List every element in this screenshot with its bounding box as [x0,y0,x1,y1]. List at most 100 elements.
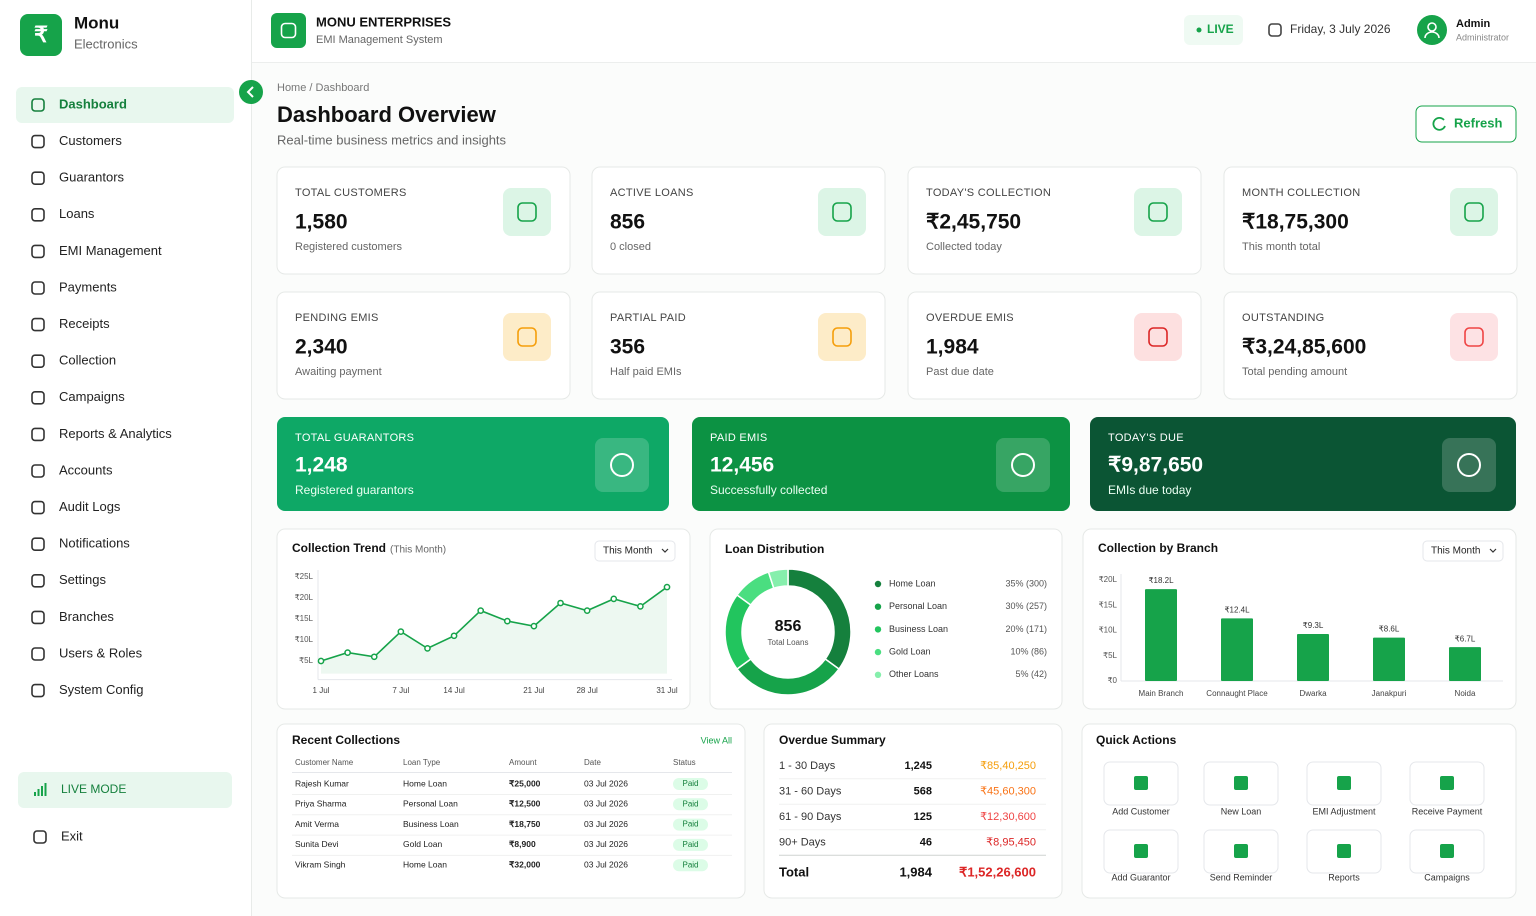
nav-item[interactable]: Guarantors [59,170,125,185]
breadcrumb: Home / Dashboard [277,82,369,94]
legend-dot [874,626,882,633]
status-pill [673,818,708,831]
exit-link[interactable]: Exit [61,828,83,843]
stat-icon-box [1450,313,1498,361]
status-label: Paid [682,799,698,808]
stat-value: 1,984 [926,336,979,359]
nav-icon [31,317,45,332]
nav-icon [31,464,45,478]
legend-value: 35% (300) [1005,578,1047,588]
view-all-link[interactable]: View All [701,735,732,745]
nav-item[interactable]: Audit Logs [59,499,121,514]
nav-item[interactable]: Receipts [59,316,110,331]
nav-icon [31,573,45,588]
table-header: Loan Type [403,758,441,767]
bar-value-label: ₹18.2L [1148,576,1174,585]
company-name: MONU ENTERPRISES [316,14,451,29]
live-mode-bar [44,783,47,796]
nav-item[interactable]: Payments [59,279,117,294]
stat-label: TODAY'S COLLECTION [926,187,1051,199]
y-tick-label: ₹15L [295,614,314,623]
stat-card [591,291,886,400]
legend-label: Gold Loan [889,646,931,656]
bar-value-label: ₹9.3L [1303,621,1324,630]
legend-label: Other Loans [889,669,939,679]
stat-icon [1464,202,1484,222]
nav-item[interactable]: Customers [59,133,122,148]
quick-action-label: Campaigns [1424,872,1470,882]
point [370,653,378,661]
highlight-icon-box [595,438,649,492]
nav-item[interactable]: Campaigns [59,389,125,404]
stat-value: 856 [610,211,645,234]
bar [1221,618,1253,681]
y-tick-label: ₹15L [1099,600,1118,609]
point [344,649,351,656]
nav-item[interactable]: Loans [59,206,95,221]
status-pill [673,798,708,811]
nav-item[interactable]: Reports & Analytics [59,426,172,441]
bar-value-label: ₹12.4L [1224,605,1250,614]
nav-item[interactable]: Accounts [59,462,113,477]
legend-dot [874,603,882,610]
quick-action-icon [1440,776,1454,790]
nav-item[interactable]: Users & Roles [59,645,143,660]
stat-note: Awaiting payment [295,366,382,378]
point [477,607,485,614]
panel-title: Overdue Summary [779,733,886,747]
nav-item[interactable]: Branches [59,609,114,624]
donut-center-value: 856 [775,618,802,635]
logo-symbol: ₹ [34,22,48,47]
status-label: Paid [682,840,698,849]
status-pill [673,778,708,790]
live-mode-label: LIVE MODE [61,782,126,796]
table-cell: 03 Jul 2026 [584,839,628,849]
legend-value: 10% (86) [1010,646,1047,656]
quick-action-label: EMI Adjustment [1312,806,1376,816]
refresh-button[interactable] [1415,105,1517,143]
stat-label: OVERDUE EMIS [926,312,1014,324]
nav-icon [31,390,45,405]
y-tick-label: ₹25L [295,572,314,581]
nav-item[interactable]: Settings [59,572,106,587]
avatar[interactable] [1417,15,1447,45]
table-cell: ₹25,000 [509,778,541,788]
nav-item[interactable]: Dashboard [59,96,127,111]
table-cell: Business Loan [403,819,459,829]
collapse-button[interactable] [239,80,263,104]
chart-title: Loan Distribution [725,542,824,556]
legend-label: Personal Loan [889,601,947,611]
highlight-icon-box [1442,438,1496,492]
overdue-amount: ₹8,95,450 [986,836,1036,848]
overdue-range: 31 - 60 Days [779,785,842,797]
stat-label: OUTSTANDING [1242,312,1325,324]
stat-icon-box [818,313,866,361]
nav-item[interactable]: Notifications [59,536,130,551]
highlight-note: EMIs due today [1108,483,1191,497]
nav-icon [31,537,45,552]
x-tick-label: 28 Jul [576,686,598,695]
y-tick-label: ₹5L [299,656,314,665]
stat-label: TOTAL CUSTOMERS [295,187,407,199]
user-role: Administrator [1456,32,1509,42]
highlight-value: ₹9,87,650 [1108,454,1203,477]
avatar-body [1424,31,1440,39]
legend-label: Business Loan [889,624,948,634]
quick-action-label: Add Guarantor [1111,872,1170,882]
nav-item[interactable]: EMI Management [59,243,162,258]
panel-title: Quick Actions [1096,733,1177,747]
nav-item[interactable]: Collection [59,353,116,368]
highlight-note: Registered guarantors [295,483,414,497]
dropdown[interactable] [594,540,676,562]
panel-title: Recent Collections [292,733,400,747]
stat-value: ₹3,24,85,600 [1242,336,1366,359]
quick-action-icon [1337,844,1351,858]
stat-value: ₹2,45,750 [926,211,1021,234]
y-tick-label: ₹5L [1103,651,1118,660]
x-tick-label: Noida [1455,689,1476,698]
user-name: Admin [1456,18,1491,30]
nav-item[interactable]: System Config [59,682,144,697]
highlight-icon [1011,453,1035,477]
dropdown-label: This Month [1431,546,1480,557]
dropdown[interactable] [1422,540,1504,562]
